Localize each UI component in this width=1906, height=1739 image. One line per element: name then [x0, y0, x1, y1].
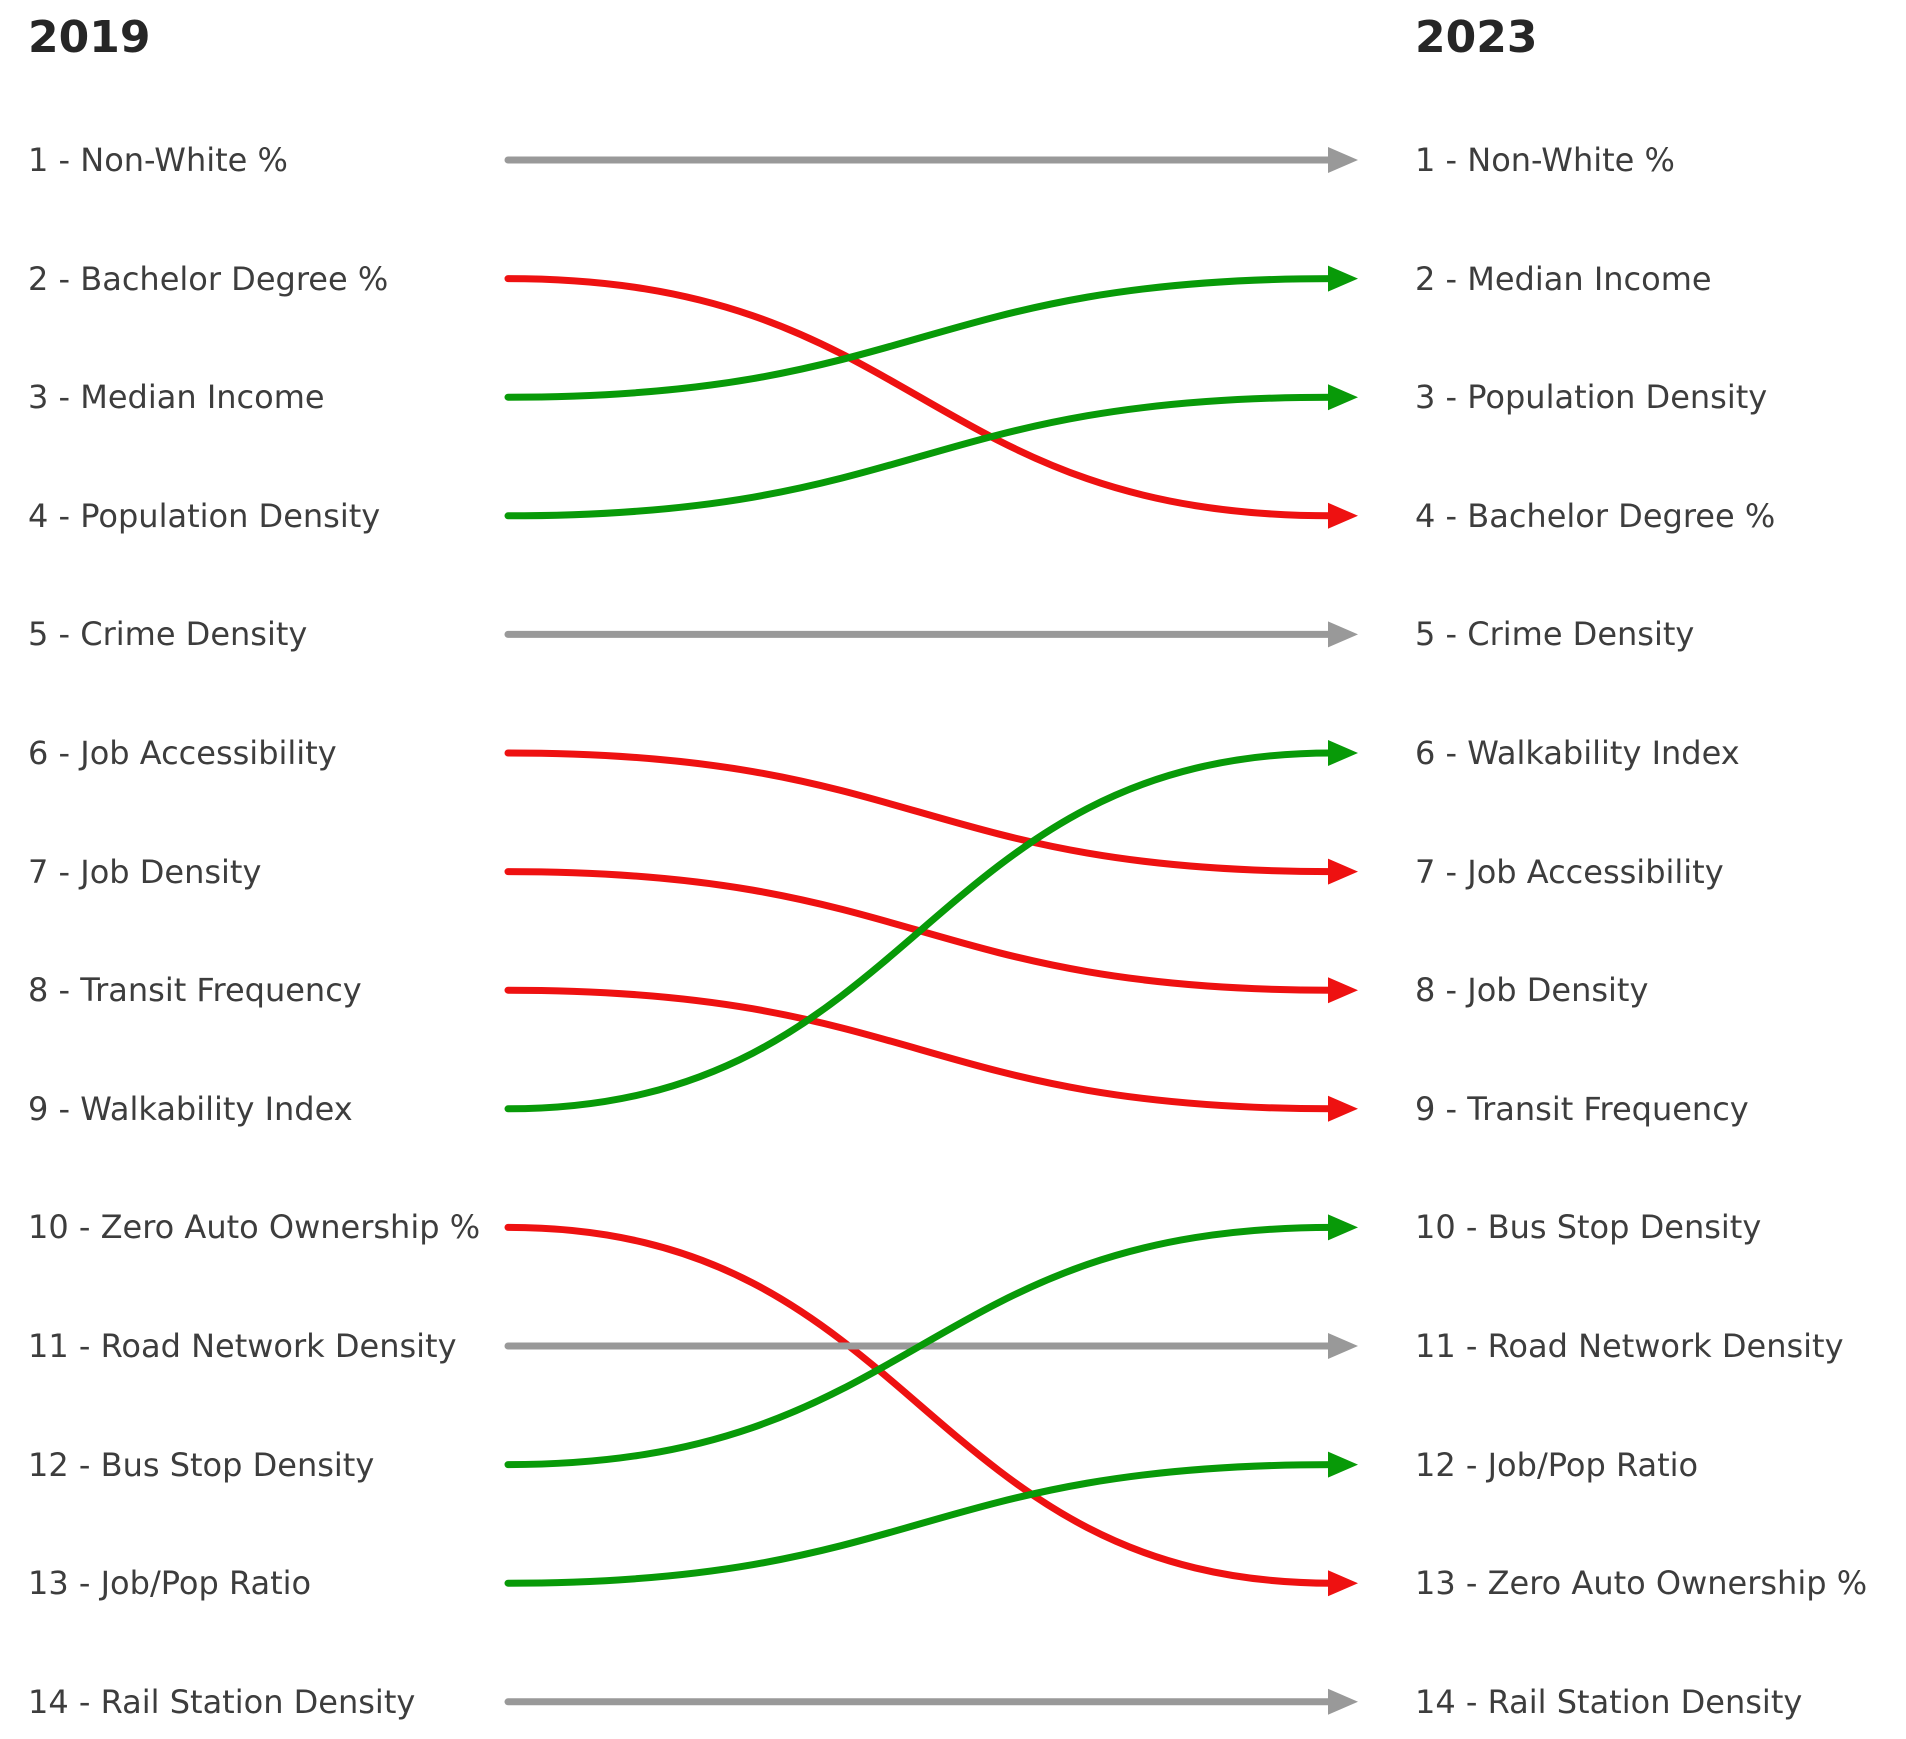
rank-label-2019-job-pop-ratio: 13 - Job/Pop Ratio — [28, 1564, 312, 1603]
rank-label-2023-rail-station-density: 14 - Rail Station Density — [1415, 1682, 1803, 1721]
rank-label-2019-walkability-index: 9 - Walkability Index — [28, 1089, 353, 1128]
arrow-bachelor-degree-declined — [504, 275, 1358, 529]
arrow-rail-station-density-unchanged — [504, 1688, 1358, 1715]
arrow-zero-auto-ownership-declined — [504, 1223, 1358, 1597]
arrowhead-icon — [1328, 1451, 1358, 1478]
arrowhead-icon — [1328, 1333, 1358, 1359]
rank-label-2023-road-network-density: 11 - Road Network Density — [1415, 1327, 1844, 1365]
arrowhead-icon — [1328, 740, 1358, 766]
rank-label-2023-job-density: 8 - Job Density — [1415, 971, 1649, 1010]
rank-label-2023-transit-frequency: 9 - Transit Frequency — [1415, 1089, 1749, 1128]
rank-label-2019-crime-density: 5 - Crime Density — [28, 615, 308, 654]
arrow-transit-frequency-declined — [504, 986, 1358, 1122]
arrow-job-density-declined — [504, 868, 1358, 1004]
arrow-non-white-unchanged — [504, 147, 1358, 173]
arrowhead-icon — [1328, 858, 1358, 885]
arrowhead-icon — [1328, 1095, 1358, 1122]
rank-label-2023-population-density: 3 - Population Density — [1415, 378, 1768, 417]
arrow-job-pop-ratio-improved — [504, 1451, 1358, 1587]
rank-label-2023-zero-auto-ownership: 13 - Zero Auto Ownership % — [1415, 1564, 1868, 1603]
arrowhead-icon — [1328, 1688, 1358, 1715]
right-column-title: 2023 — [1415, 12, 1538, 63]
arrowhead-icon — [1328, 1570, 1358, 1597]
arrow-crime-density-unchanged — [504, 621, 1358, 648]
arrowhead-icon — [1328, 384, 1358, 411]
rank-label-2023-bus-stop-density: 10 - Bus Stop Density — [1415, 1208, 1762, 1247]
arrow-walkability-index-improved — [504, 740, 1358, 1113]
rank-label-2023-non-white: 1 - Non-White % — [1415, 141, 1675, 179]
rank-label-2023-median-income: 2 - Median Income — [1415, 259, 1712, 298]
arrowhead-icon — [1328, 265, 1358, 292]
arrowhead-icon — [1328, 147, 1358, 173]
rank-label-2023-bachelor-degree: 4 - Bachelor Degree % — [1415, 496, 1776, 535]
rank-label-2019-job-accessibility: 6 - Job Accessibility — [28, 734, 337, 772]
rank-label-2019-bus-stop-density: 12 - Bus Stop Density — [28, 1445, 375, 1484]
arrow-population-density-improved — [504, 384, 1358, 520]
rank-label-2019-transit-frequency: 8 - Transit Frequency — [28, 971, 362, 1010]
arrowhead-icon — [1328, 502, 1358, 529]
rank-label-2019-zero-auto-ownership: 10 - Zero Auto Ownership % — [28, 1208, 481, 1247]
rank-label-2023-walkability-index: 6 - Walkability Index — [1415, 734, 1740, 772]
arrowhead-icon — [1328, 1214, 1358, 1241]
rank-label-2019-non-white: 1 - Non-White % — [28, 141, 288, 179]
rank-label-2019-road-network-density: 11 - Road Network Density — [28, 1327, 457, 1365]
arrow-median-income-improved — [504, 265, 1358, 401]
rank-label-2023-crime-density: 5 - Crime Density — [1415, 615, 1695, 654]
rank-label-2019-median-income: 3 - Median Income — [28, 378, 325, 417]
rank-label-2019-bachelor-degree: 2 - Bachelor Degree % — [28, 259, 389, 298]
rank-label-2023-job-pop-ratio: 12 - Job/Pop Ratio — [1415, 1445, 1699, 1484]
rank-label-2019-population-density: 4 - Population Density — [28, 496, 381, 535]
rank-label-2019-rail-station-density: 14 - Rail Station Density — [28, 1682, 416, 1721]
rank-label-2019-job-density: 7 - Job Density — [28, 852, 262, 891]
rank-label-2023-job-accessibility: 7 - Job Accessibility — [1415, 852, 1724, 891]
arrow-job-accessibility-declined — [504, 749, 1358, 885]
left-column-title: 2019 — [28, 12, 151, 63]
arrowhead-icon — [1328, 621, 1358, 648]
arrow-bus-stop-density-improved — [504, 1214, 1358, 1469]
arrowhead-icon — [1328, 977, 1358, 1004]
